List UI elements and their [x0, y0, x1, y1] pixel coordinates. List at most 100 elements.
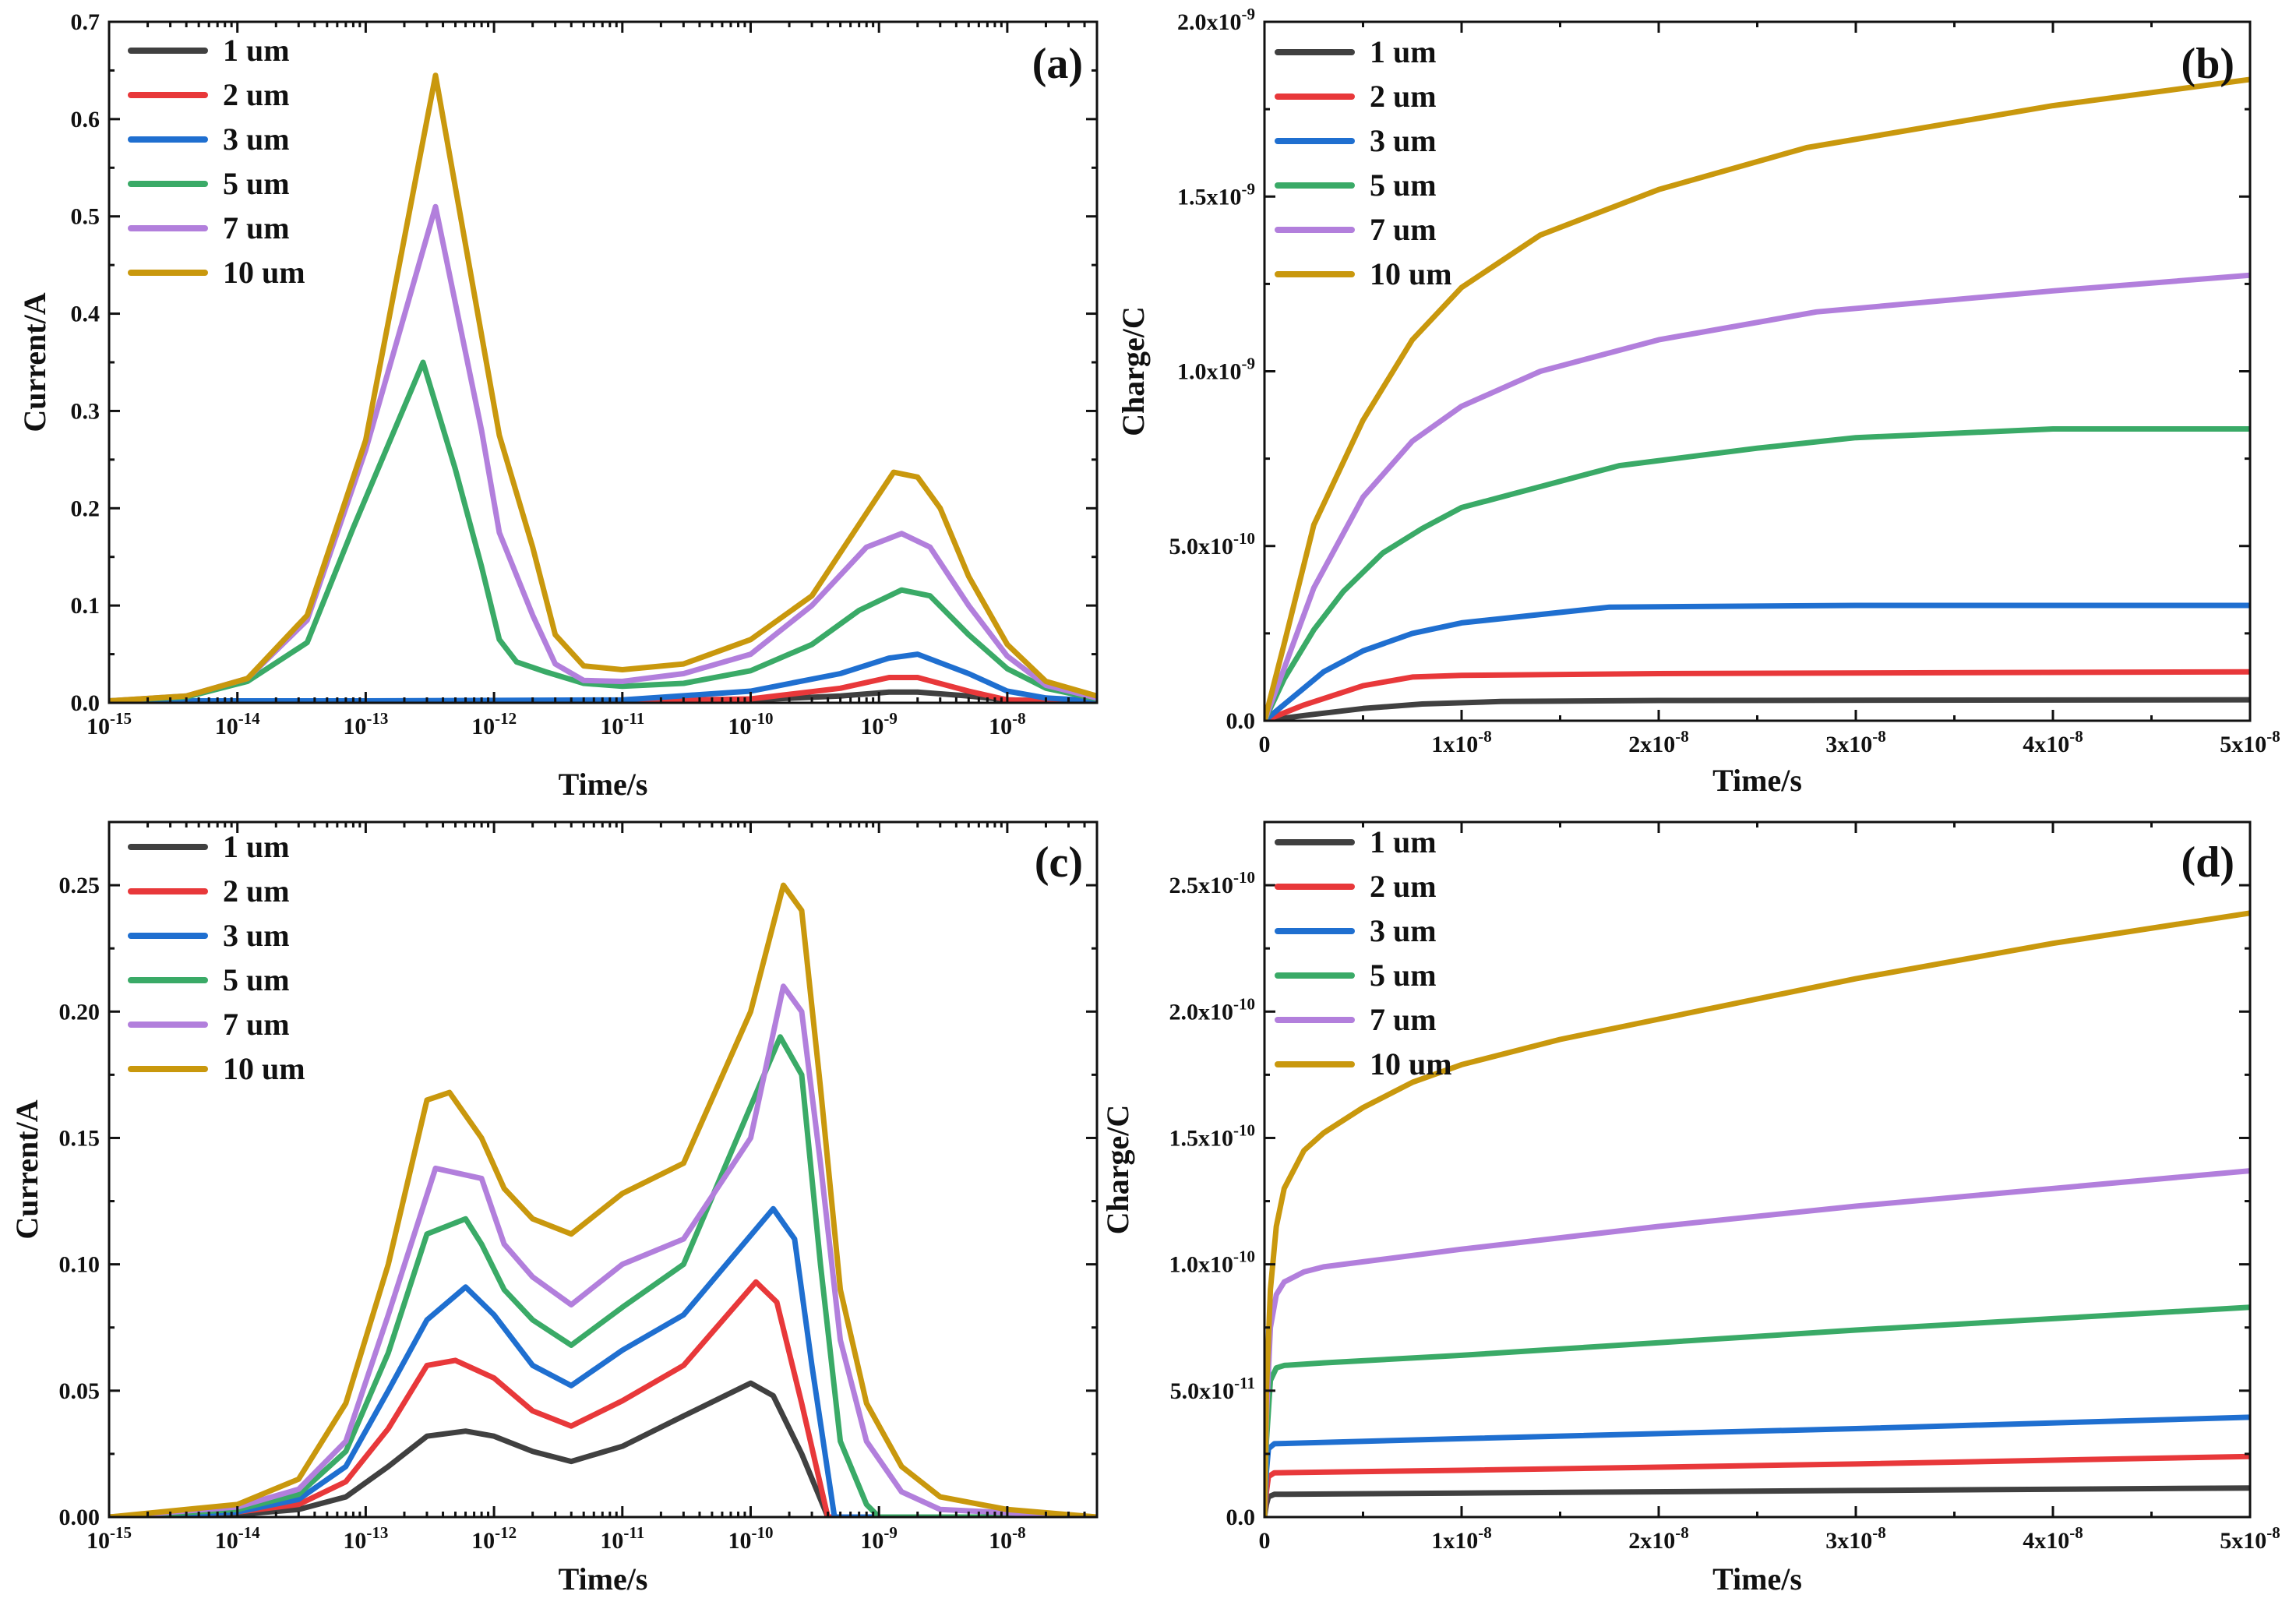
legend-label: 10 um: [1370, 1046, 1452, 1081]
series-line-10um: [1264, 910, 2250, 1517]
x-tick-label: 5x10-8: [2220, 1523, 2280, 1554]
y-tick-label: 0.5: [71, 204, 101, 230]
y-axis-label: Charge/C: [1116, 306, 1151, 436]
x-tick-label: 0: [1259, 1528, 1271, 1554]
x-tick-label: 10-14: [215, 709, 260, 739]
series-line-3um: [109, 651, 1097, 703]
y-tick-label: 0.0: [71, 690, 101, 716]
y-tick-label: 0.25: [59, 873, 101, 898]
legend-label: 2 um: [223, 77, 290, 112]
x-tick-label: 10-14: [215, 1523, 260, 1554]
y-tick-label: 0.0: [1226, 1505, 1256, 1530]
legend-label: 3 um: [223, 122, 290, 157]
series-line-2um: [109, 1279, 1097, 1517]
y-tick-label: 0.00: [59, 1505, 101, 1530]
x-tick-label: 1x10-8: [1431, 727, 1492, 757]
legend-label: 7 um: [223, 210, 290, 245]
legend: 1 um 2 um 3 um 5 um 7 um 10 um: [1275, 824, 1452, 1081]
legend-label: 5 um: [223, 962, 290, 997]
x-axis-label: Time/s: [559, 767, 648, 802]
y-tick-label: 2.0x10-9: [1177, 5, 1255, 35]
y-tick-label: 0.1: [71, 593, 101, 619]
legend-label: 1 um: [1370, 824, 1437, 859]
y-tick-label: 1.5x10-9: [1177, 179, 1255, 210]
x-tick-label: 10-15: [86, 1523, 132, 1554]
legend-label: 3 um: [1370, 913, 1437, 948]
legend-label: 2 um: [1370, 869, 1437, 904]
legend-label: 10 um: [1370, 256, 1452, 291]
legend-label: 2 um: [223, 873, 290, 909]
series-line-3um: [109, 1205, 1097, 1517]
x-axis-label: Time/s: [1712, 763, 1802, 798]
legend-label: 1 um: [223, 829, 290, 864]
series-line-7um: [109, 983, 1097, 1517]
y-tick-label: 0.4: [71, 302, 101, 327]
x-tick-label: 10-13: [343, 709, 388, 739]
y-tick-label: 1.0x10-10: [1169, 1247, 1256, 1278]
series-line-5um: [109, 359, 1097, 703]
y-tick-label: 0.2: [71, 496, 101, 521]
legend-label: 2 um: [1370, 79, 1437, 114]
legend-label: 5 um: [1370, 168, 1437, 203]
panel-label: (c): [1035, 838, 1083, 887]
y-tick-label: 2.5x10-10: [1169, 868, 1256, 898]
x-tick-label: 10-9: [860, 709, 898, 739]
x-tick-label: 10-15: [86, 709, 132, 739]
y-tick-label: 5.0x10-10: [1169, 529, 1256, 559]
series-group: [1264, 910, 2250, 1517]
y-tick-label: 0.20: [59, 999, 101, 1025]
y-tick-label: 0.7: [71, 9, 101, 35]
x-tick-label: 3x10-8: [1825, 727, 1886, 757]
y-tick-label: 0.6: [71, 107, 101, 132]
y-tick-label: 0.05: [59, 1378, 101, 1404]
x-tick-label: 10-10: [728, 709, 773, 739]
series-line-10um: [1264, 76, 2250, 721]
legend: 1 um 2 um 3 um 5 um 7 um 10 um: [128, 829, 305, 1086]
y-tick-label: 0.0: [1226, 708, 1256, 734]
series-group: [109, 882, 1097, 1517]
legend-label: 10 um: [223, 1051, 305, 1086]
panel-a: 10-15 10-14 10-13 10-12 10-11 10-10 10-9 10-8 0.…: [17, 9, 1099, 802]
x-tick-label: 3x10-8: [1825, 1523, 1886, 1554]
x-tick-label: 10-12: [471, 709, 517, 739]
x-tick-label: 0: [1259, 732, 1271, 757]
legend-label: 5 um: [223, 166, 290, 201]
panel-d: 0 1x10-8 2x10-8 3x10-8 4x10-8 5x10-8 0.0 5.0x10…: [1100, 820, 2280, 1597]
legend: 1 um 2 um 3 um 5 um 7 um 10 um: [128, 33, 305, 290]
x-tick-label: 10-12: [471, 1523, 517, 1554]
y-tick-label: 5.0x10-11: [1170, 1374, 1255, 1404]
panel-b: 0 1x10-8 2x10-8 3x10-8 4x10-8 5x10-8 0.0 5.0x10…: [1116, 5, 2280, 798]
panel-c: 10-15 10-14 10-13 10-12 10-11 10-10 10-9 10-8 0.…: [9, 820, 1099, 1597]
y-tick-label: 2.0x10-10: [1169, 994, 1256, 1025]
series-line-2um: [1264, 669, 2250, 721]
x-tick-label: 10-10: [728, 1523, 773, 1554]
x-tick-label: 4x10-8: [2023, 727, 2083, 757]
x-tick-label: 5x10-8: [2220, 727, 2280, 757]
series-line-1um: [1264, 697, 2250, 721]
y-axis-label: Current/A: [9, 1099, 44, 1239]
legend-label: 3 um: [223, 918, 290, 953]
x-tick-label: 1x10-8: [1431, 1523, 1492, 1554]
y-tick-label: 0.15: [59, 1125, 101, 1151]
x-axis-label: Time/s: [559, 1561, 648, 1597]
x-tick-label: 10-13: [343, 1523, 388, 1554]
panel-label: (d): [2181, 838, 2234, 887]
legend: 1 um 2 um 3 um 5 um 7 um 10 um: [1275, 34, 1452, 291]
series-line-3um: [1264, 602, 2250, 721]
legend-label: 7 um: [223, 1007, 290, 1042]
legend-label: 10 um: [223, 255, 305, 290]
series-group: [1264, 76, 2250, 721]
series-line-1um: [109, 1380, 1097, 1517]
series-line-7um: [1264, 272, 2250, 721]
legend-label: 3 um: [1370, 123, 1437, 158]
panel-label: (a): [1032, 40, 1083, 88]
legend-label: 7 um: [1370, 212, 1437, 247]
series-line-5um: [1264, 426, 2250, 721]
panel-label: (b): [2181, 40, 2234, 88]
series-line-5um: [109, 1034, 1097, 1517]
y-tick-label: 1.5x10-10: [1169, 1120, 1256, 1151]
x-tick-label: 2x10-8: [1628, 1523, 1689, 1554]
x-tick-label: 4x10-8: [2023, 1523, 2083, 1554]
y-axis-label: Charge/C: [1100, 1105, 1135, 1235]
